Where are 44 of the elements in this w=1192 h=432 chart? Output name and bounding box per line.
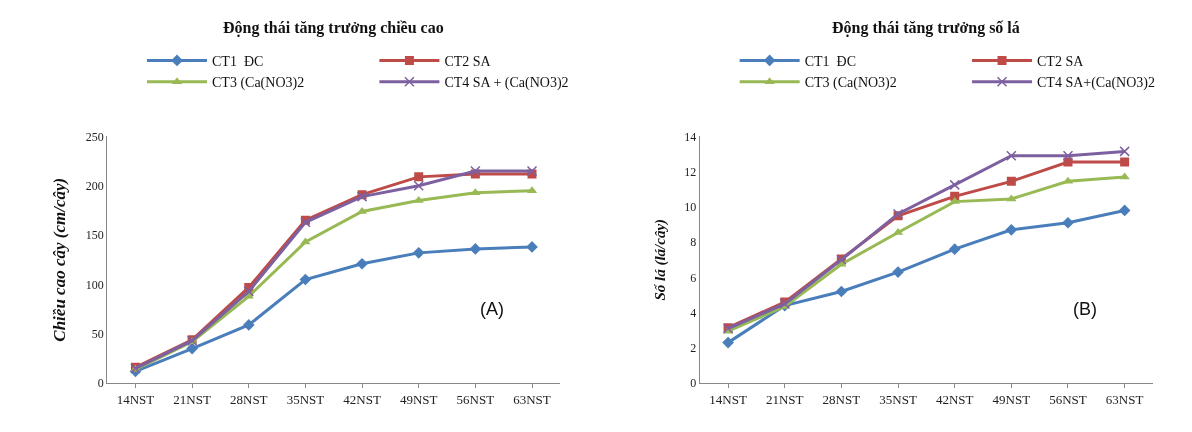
y-tick-label: 14 [684, 129, 697, 144]
y-axis-title: Chiều cao cây (cm/cây) [50, 177, 70, 342]
y-tick-label: 0 [690, 376, 697, 391]
legend-label: CT2 SA [444, 53, 492, 69]
x-tick-label: 35NST [286, 391, 325, 407]
y-tick-label: 150 [85, 228, 104, 243]
x-tick-label: 35NST [879, 391, 917, 407]
x-tick-label: 21NST [173, 391, 211, 407]
x-tick-label: 28NST [229, 391, 268, 407]
annotation: (B) [1073, 299, 1097, 319]
y-tick-label: 4 [690, 305, 697, 320]
y-tick-label: 8 [690, 235, 697, 250]
y-tick-label: 50 [91, 327, 104, 342]
y-tick-label: 10 [684, 200, 697, 215]
legend-label: CT1 ĐC [212, 53, 264, 69]
x-tick-label: 28NST [822, 391, 861, 407]
x-tick-label: 49NST [399, 391, 438, 407]
y-tick-label: 2 [690, 341, 697, 356]
x-tick-label: 56NST [1049, 391, 1087, 407]
x-tick-label: 49NST [992, 391, 1031, 407]
y-tick-label: 12 [684, 164, 697, 179]
x-tick-label: 14NST [709, 391, 747, 407]
legend-label: CT4 SA + (Ca(NO3)2 [444, 75, 569, 92]
x-tick-label: 14NST [116, 391, 155, 407]
legend-label: CT4 SA+(Ca(NO3)2 [1037, 75, 1155, 92]
y-tick-label: 250 [85, 129, 104, 144]
x-tick-label: 63NST [1105, 391, 1144, 407]
legend-label: CT3 (Ca(NO3)2 [804, 75, 897, 92]
y-tick-label: 0 [97, 376, 104, 391]
legend-label: CT1 ĐC [804, 53, 856, 69]
x-tick-label: 42NST [935, 391, 974, 407]
y-tick-label: 6 [690, 270, 697, 285]
x-tick-label: 21NST [765, 391, 804, 407]
annotation: (A) [480, 299, 504, 319]
chart-title: Động thái tăng trưởng số lá [832, 19, 1020, 37]
y-tick-label: 200 [85, 178, 104, 193]
x-tick-label: 56NST [456, 391, 495, 407]
y-tick-label: 100 [85, 277, 104, 292]
legend-label: CT2 SA [1037, 53, 1085, 69]
x-tick-label: 63NST [513, 391, 551, 407]
legend-label: CT3 (Ca(NO3)2 [212, 75, 305, 92]
y-axis-title: Số lá (lá/cây) [651, 218, 669, 301]
x-tick-label: 42NST [343, 391, 381, 407]
chart-title: Động thái tăng trưởng chiều cao [223, 19, 444, 37]
